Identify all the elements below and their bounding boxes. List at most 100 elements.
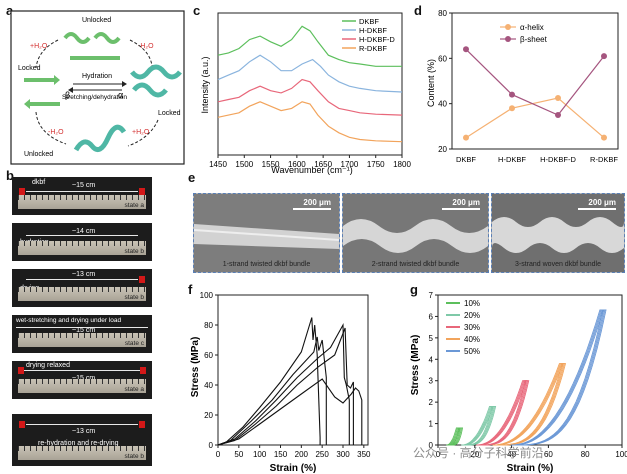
ftir-ylabel: Intensity (a.u.) (200, 56, 210, 113)
scale-bar (293, 208, 331, 210)
clip-right (139, 276, 145, 283)
tensile-xtick-label: 300 (336, 450, 350, 459)
photo-length: ~15 cm (72, 375, 95, 382)
photo-length: ~14 cm (72, 228, 96, 235)
content-xtick-label: H-DKBF (498, 155, 526, 164)
tensile-xtick-label: 200 (295, 450, 309, 459)
ftir-xlabel: Wavenumber (cm⁻¹) (271, 165, 352, 175)
tensile-xtick-label: 250 (315, 450, 329, 459)
photo-state: state a (124, 386, 144, 393)
photo-4: wet-stretching and drying under load ~15… (12, 315, 152, 353)
cyclic-xtick-label: 60 (544, 450, 553, 459)
cyclic-legend-label: 30% (464, 323, 480, 332)
panel-label-b: b (6, 168, 14, 183)
watermark: 公众号 · 高分子科学前沿 (413, 446, 544, 460)
cyclic-xtick-label: 80 (581, 450, 590, 459)
content-legend-label: β-sheet (520, 35, 548, 44)
cyclic-legend-label: 20% (464, 311, 480, 320)
label-locked-left: Locked (18, 65, 41, 72)
photo-state: state c (124, 340, 144, 347)
cyclic-legend-label: 50% (464, 347, 480, 356)
content-ytick-label: 20 (438, 145, 447, 154)
panel-label-f: f (188, 282, 193, 297)
label-unlocked-bottom: Unlocked (24, 151, 53, 158)
sem-fiber-3 (492, 194, 624, 272)
sem-caption: 1-strand twisted dkbf bundle (222, 261, 311, 268)
content-ytick-label: 60 (438, 54, 447, 63)
ruler (18, 379, 146, 393)
sem-caption: 2-strand twisted dkbf bundle (371, 261, 460, 268)
cyclic-ytick-label: 5 (429, 334, 434, 343)
panel-label-c: c (193, 3, 201, 18)
scale-bar (442, 208, 480, 210)
schematic-panel: Unlocked Locked β α Locked Hydration Str… (10, 10, 185, 165)
tensile-frame (217, 294, 369, 446)
content-frame (451, 12, 619, 150)
photo-2: hydration ~14 cm state b (12, 223, 152, 261)
photo-6: ~13 cm re-hydration and re-drying state … (12, 414, 152, 466)
cyclic-ylabel: Stress (MPa) (410, 335, 421, 396)
cyclic-loop (464, 405, 497, 446)
cyclic-loop (514, 309, 607, 446)
sem-fiber-1 (194, 194, 339, 272)
fiber (26, 424, 138, 425)
content-point (463, 134, 469, 141)
label-h2o-right: -H₂O (138, 43, 154, 50)
content-xtick-label: R-DKBF (590, 155, 618, 164)
ruler (18, 195, 146, 209)
ftir-xtick-label: 1700 (341, 160, 359, 169)
sem-image-2: 200 μm 2-strand twisted dkbf bundle (342, 193, 489, 273)
fiber (16, 327, 148, 328)
clip-left (19, 421, 25, 428)
cyclic-loop (494, 363, 565, 446)
ftir-series-line (217, 54, 403, 93)
label-unlocked-top: Unlocked (82, 17, 111, 24)
strand-bottom (73, 124, 127, 153)
cyclic-loop (511, 309, 605, 446)
cyclic-loop (449, 427, 464, 446)
tensile-ylabel: Stress (MPa) (190, 337, 201, 398)
chart-cyclic: Stress (MPa) Strain (%) 0 20 40 60 80 100 0 1 2 3… (410, 291, 627, 474)
cyclic-ytick-label: 4 (429, 355, 434, 364)
cyclic-ytick-label: 6 (429, 312, 434, 321)
photo-title: drying relaxed (26, 362, 70, 369)
cyclic-ytick-label: 7 (429, 291, 434, 300)
tensile-ytick-label: 40 (204, 381, 213, 390)
scale-label: 200 μm (303, 198, 331, 207)
content-xtick-label: H-DKBF-D (540, 155, 576, 164)
ftir-legend-label: H-DKBF-D (359, 35, 395, 44)
strand-top-right (93, 32, 121, 44)
photo-length: ~13 cm (72, 428, 96, 435)
ftir-xtick-label: 1750 (367, 160, 385, 169)
clip-right (139, 188, 145, 195)
tensile-xlabel: Strain (%) (270, 463, 317, 474)
photo-3: drying ~13 cm state b (12, 269, 152, 307)
photo-length: ~15 cm (72, 182, 96, 189)
clip-left (19, 188, 25, 195)
ftir-xtick-label: 1550 (262, 160, 280, 169)
label-hydration: Hydration (82, 73, 112, 80)
panel-label-d: d (414, 3, 422, 18)
sem-fiber-2 (343, 194, 488, 272)
beta-sheet-arrow-bottom (24, 99, 60, 109)
cycle-arrow-bottom-right (127, 119, 159, 147)
ftir-xtick-label: 1450 (209, 160, 227, 169)
photo-state: state a (124, 202, 144, 209)
ftir-xtick-label: 1500 (235, 160, 253, 169)
panel-label-g: g (410, 282, 418, 297)
content-point (555, 112, 561, 118)
chart-ftir: Intensity (a.u.) Wavenumber (cm⁻¹) 1450 1… (200, 12, 411, 175)
photo-5: drying relaxed ~15 cm state a (12, 361, 152, 399)
label-stretching: Stretching/dehydration (62, 94, 127, 101)
label-h2o-left: +H₂O (30, 43, 48, 50)
photo-state: state b (124, 294, 144, 301)
strand-top-left (63, 32, 91, 44)
sem-image-3: 200 μm 3-strand woven dkbf bundle (491, 193, 625, 273)
content-xtick-label: DKBF (456, 155, 476, 164)
beta-sheet-arrow-top (24, 75, 60, 85)
tensile-ytick-label: 80 (204, 321, 213, 330)
ftir-legend-label: R-DKBF (359, 44, 387, 53)
tensile-series-line (217, 327, 354, 446)
tensile-ytick-label: 20 (204, 411, 213, 420)
tensile-xtick-label: 150 (274, 450, 288, 459)
